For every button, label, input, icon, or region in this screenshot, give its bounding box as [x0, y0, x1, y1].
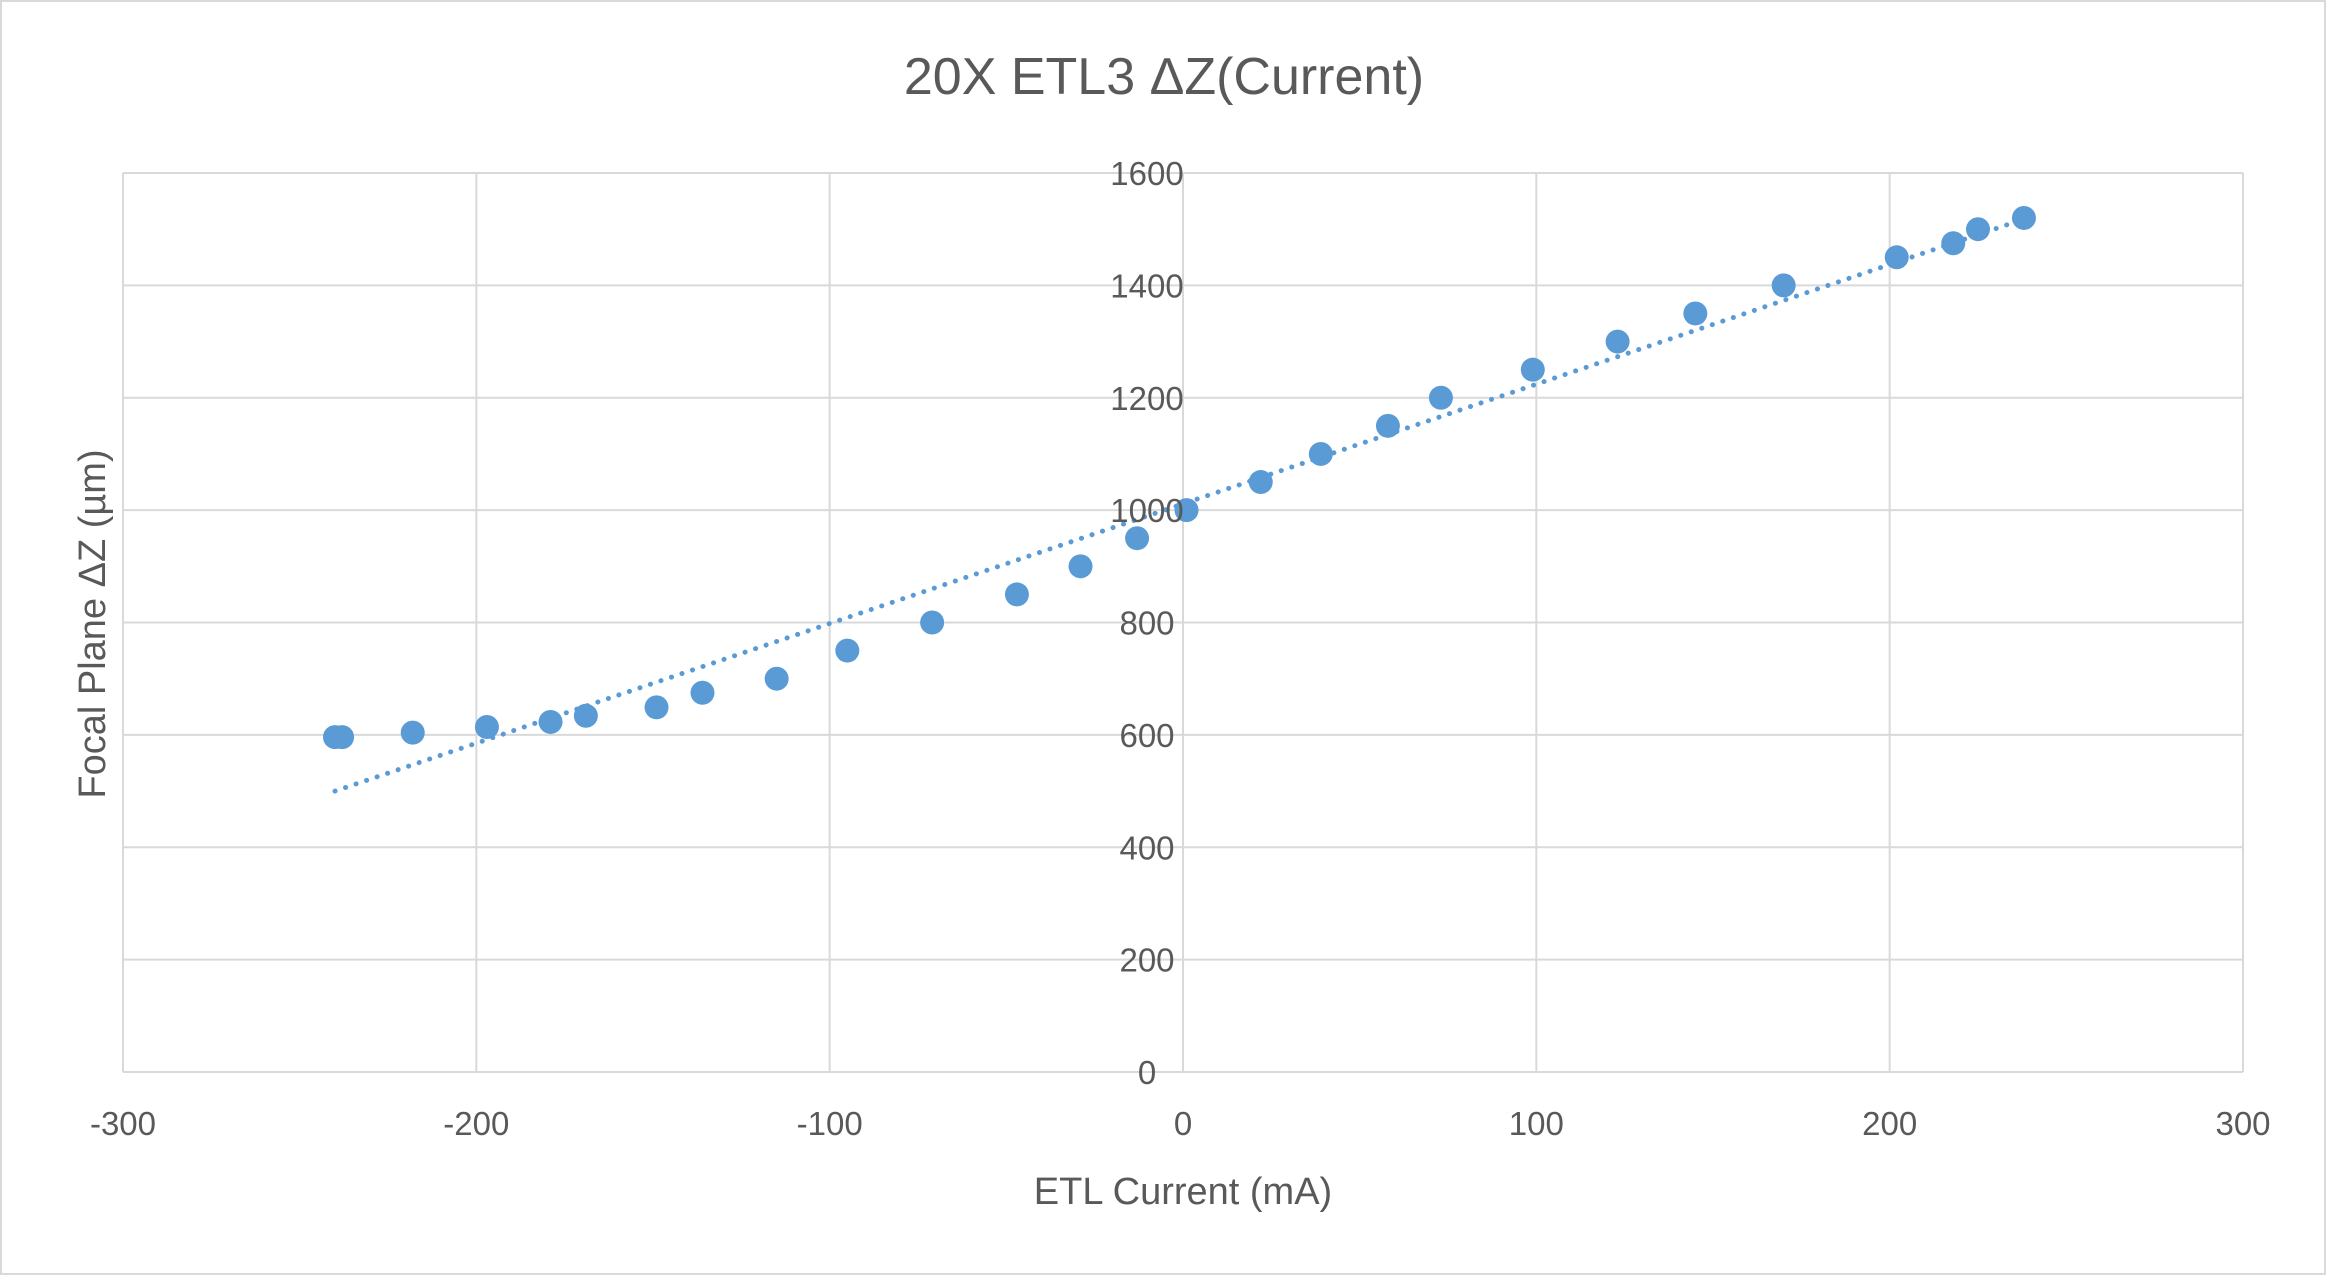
y-tick-label: 800 [1119, 605, 1174, 642]
data-point [1683, 301, 1708, 326]
data-point [1428, 385, 1453, 410]
data-point [1308, 441, 1333, 466]
chart-title: 20X ETL3 ΔZ(Current) [904, 48, 1424, 106]
x-tick-label: 200 [1862, 1105, 1917, 1142]
data-point [1068, 554, 1093, 579]
y-tick-label: 1600 [1110, 155, 1183, 192]
y-tick-label: 200 [1119, 942, 1174, 979]
data-point [644, 695, 669, 720]
data-point [400, 720, 425, 745]
y-tick-label: 0 [1138, 1054, 1156, 1091]
data-point [1884, 245, 1909, 270]
x-tick-label: -200 [443, 1105, 509, 1142]
data-point [1125, 526, 1150, 551]
data-point [2011, 205, 2036, 230]
x-tick-label: -100 [797, 1105, 863, 1142]
y-tick-label: 600 [1119, 717, 1174, 754]
data-point [1520, 357, 1545, 382]
y-tick-label: 1000 [1110, 492, 1183, 529]
y-tick-label: 1200 [1110, 380, 1183, 417]
data-point [573, 703, 598, 728]
x-tick-label: -300 [90, 1105, 156, 1142]
data-point [1966, 217, 1990, 242]
data-point [1174, 498, 1199, 523]
data-point [764, 666, 789, 691]
data-point [835, 638, 860, 663]
x-tick-label: 300 [2215, 1105, 2270, 1142]
y-tick-labels: 0 200 400 600 800 1000 1200 1400 1600 [1110, 155, 1183, 1091]
data-point [690, 680, 715, 705]
x-axis-label: ETL Current (mA) [1034, 1171, 1332, 1213]
data-points [323, 205, 2036, 750]
trendline [332, 216, 2027, 794]
data-point [920, 610, 945, 635]
x-tick-label: 0 [1174, 1105, 1192, 1142]
trendline-layer [332, 216, 2027, 794]
data-point [1941, 231, 1966, 256]
y-tick-label: 400 [1119, 829, 1174, 866]
data-point [1248, 470, 1273, 495]
data-point [1004, 582, 1029, 607]
y-axis-label: Focal Plane ΔZ (µm) [72, 449, 114, 798]
data-point [330, 725, 355, 750]
y-tick-label: 1400 [1110, 267, 1183, 304]
data-point [474, 715, 499, 740]
data-point [538, 709, 563, 734]
data-point [1375, 413, 1400, 438]
data-point [1771, 273, 1796, 298]
data-point [1605, 329, 1630, 354]
x-tick-labels: -300 -200 -100 0 100 200 300 [90, 1105, 2271, 1142]
x-tick-label: 100 [1509, 1105, 1564, 1142]
